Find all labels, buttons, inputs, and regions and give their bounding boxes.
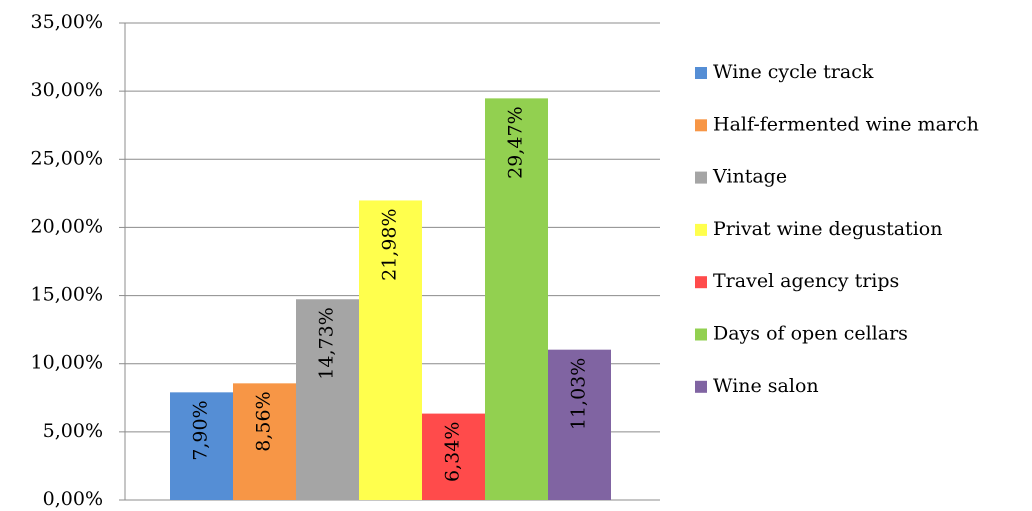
y-tick-label: 25,00% <box>31 147 103 169</box>
legend-swatch <box>695 380 707 393</box>
legend-label: Travel agency trips <box>713 270 899 292</box>
data-label: 21,98% <box>379 208 401 280</box>
y-tick-label: 30,00% <box>31 79 103 101</box>
y-tick-label: 10,00% <box>31 352 103 374</box>
data-label: 8,56% <box>253 391 275 451</box>
legend-label: Wine cycle track <box>713 61 874 83</box>
legend-swatch <box>695 328 707 341</box>
bar <box>422 413 485 500</box>
legend-swatch <box>695 276 707 289</box>
bar <box>485 98 548 500</box>
y-tick-label: 0,00% <box>43 488 103 510</box>
data-label: 6,34% <box>442 422 464 482</box>
legend-label: Vintage <box>712 166 787 188</box>
bar <box>359 200 422 500</box>
y-tick-label: 15,00% <box>31 284 103 306</box>
legend-swatch <box>695 67 707 79</box>
legend-swatch <box>695 119 707 132</box>
legend-swatch <box>695 171 707 184</box>
legend-label: Half-fermented wine march <box>713 113 979 135</box>
data-label: 7,90% <box>190 400 212 460</box>
legend-swatch <box>695 223 707 236</box>
legend-label: Wine salon <box>713 375 819 397</box>
bar <box>296 299 359 500</box>
legend-label: Privat wine degustation <box>713 218 942 240</box>
data-label: 29,47% <box>505 106 527 178</box>
y-tick-label: 5,00% <box>43 420 103 442</box>
data-label: 14,73% <box>316 307 338 379</box>
legend-label: Days of open cellars <box>713 323 908 345</box>
y-tick-label: 35,00% <box>31 11 103 33</box>
data-label: 11,03% <box>568 358 590 430</box>
bar <box>548 349 611 500</box>
y-tick-label: 20,00% <box>31 215 103 237</box>
bar <box>170 392 233 500</box>
bar <box>233 383 296 500</box>
